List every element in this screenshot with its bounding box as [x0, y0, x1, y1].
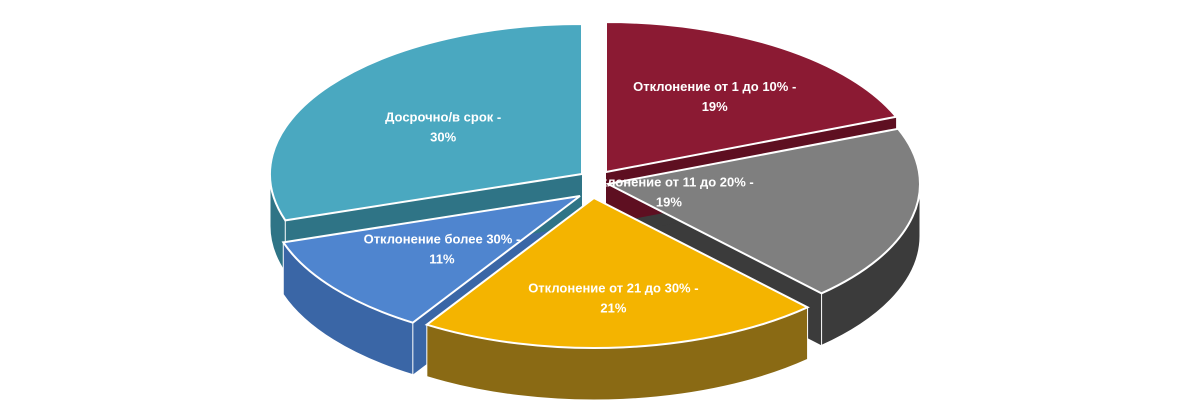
pie-slice-0 — [605, 20, 898, 174]
data-label-value-0: 19% — [702, 99, 728, 114]
data-label-0: Отклонение от 1 до 10% - 19% — [633, 79, 796, 114]
pie-slice-3 — [281, 195, 581, 324]
pie-slice-4 — [269, 22, 583, 222]
data-label-name-3: Отклонение более 30% - — [364, 231, 521, 246]
data-label-3: Отклонение более 30% - 11% — [364, 231, 521, 266]
data-label-name-1: Отклонение от 11 до 20% - — [584, 175, 754, 190]
data-label-value-4: 30% — [430, 130, 456, 145]
data-label-value-2: 21% — [600, 301, 626, 316]
pie-tops — [269, 20, 921, 349]
pie-slice-2 — [424, 196, 810, 349]
data-label-2: Отклонение от 21 до 30% - 21% — [528, 281, 698, 316]
data-label-value-1: 19% — [656, 195, 682, 210]
data-label-1: Отклонение от 11 до 20% - 19% — [584, 175, 754, 210]
data-label-name-0: Отклонение от 1 до 10% - — [633, 79, 796, 94]
pie-slice-1 — [604, 127, 921, 295]
data-label-value-3: 11% — [429, 251, 455, 266]
data-label-name-4: Досрочно/в срок - — [385, 110, 501, 125]
pie-labels: Отклонение от 1 до 10% -19%Отклонение от… — [364, 79, 797, 315]
data-label-4: Досрочно/в срок - 30% — [385, 110, 501, 145]
data-label-name-2: Отклонение от 21 до 30% - — [528, 281, 698, 296]
